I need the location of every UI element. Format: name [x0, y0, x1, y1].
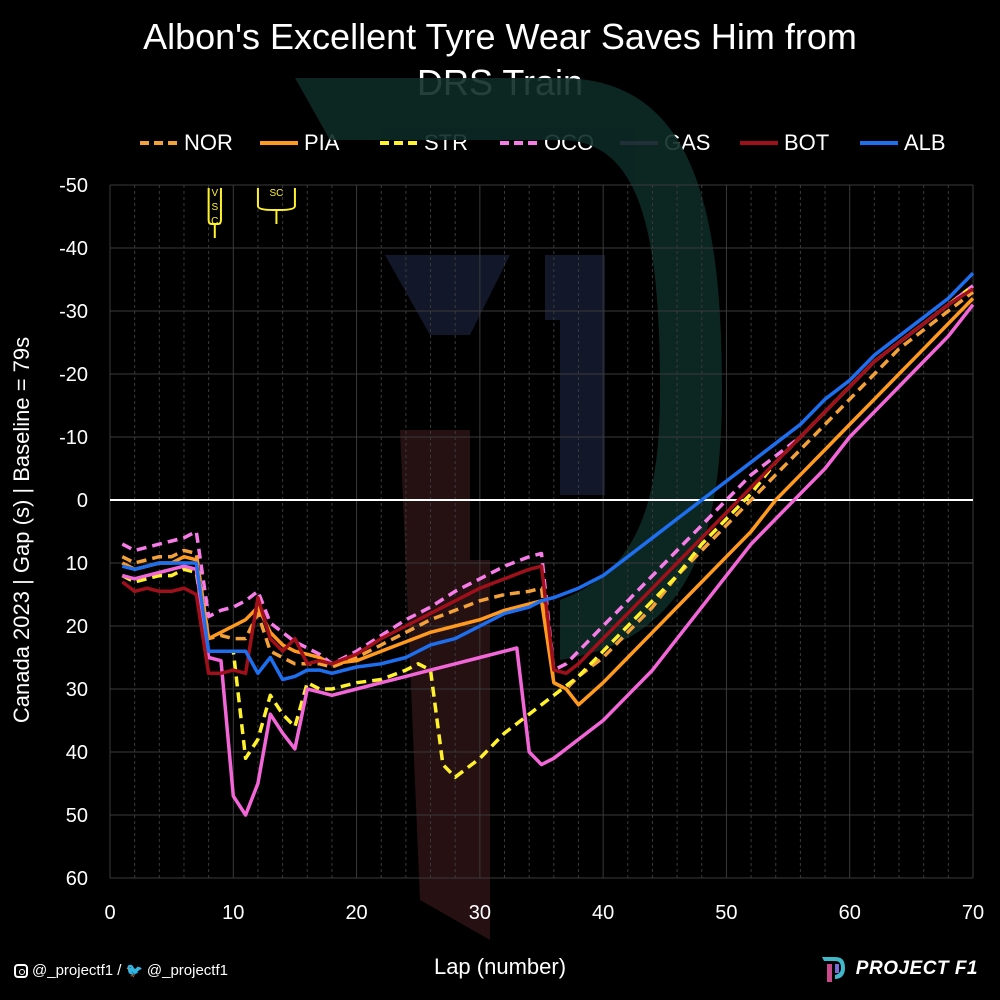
legend-swatch: [140, 141, 178, 145]
y-tick-label: 20: [66, 616, 88, 638]
series-line-str: [121, 284, 975, 779]
series-line-alb: [121, 271, 975, 682]
annotation-label: C: [211, 216, 218, 227]
x-tick-label: 40: [592, 902, 614, 924]
y-axis-label-text: Canada 2023 | Gap (s) | Baseline = 79s: [9, 336, 34, 724]
annotation-label: S: [211, 202, 218, 213]
project-f1-watermark-logo: [295, 78, 722, 940]
brand-name: PROJECT F1: [855, 958, 978, 979]
legend-label: NOR: [184, 130, 233, 155]
annotation-label: SC: [269, 188, 283, 199]
x-tick-label: 10: [222, 902, 244, 924]
brand-logo: PROJECT F1: [818, 954, 978, 984]
series-line-oco: [121, 284, 975, 672]
y-tick-label: 10: [66, 553, 88, 575]
twitter-icon: 🐦: [125, 962, 143, 978]
y-tick-label: -40: [59, 238, 88, 260]
legend-swatch: [740, 141, 778, 145]
x-axis-label: Lap (number): [433, 954, 567, 979]
series-line-bot: [121, 287, 974, 676]
y-tick-label: -30: [59, 301, 88, 323]
social-credit: @_projectf1 / 🐦 @_projectf1: [14, 962, 228, 979]
legend-item-alb: ALB: [860, 126, 946, 160]
chart-title-line-1: Albon's Excellent Tyre Wear Saves Him fr…: [143, 16, 857, 57]
y-tick-label: 50: [66, 805, 88, 827]
y-tick-label: 0: [77, 490, 88, 512]
legend-swatch: [260, 141, 298, 145]
y-tick-label: -10: [59, 427, 88, 449]
y-tick-label: -20: [59, 364, 88, 386]
instagram-icon: [14, 963, 28, 978]
y-tick-label: -50: [59, 175, 88, 197]
legend-label: ALB: [904, 130, 946, 155]
x-tick-label: 60: [839, 902, 861, 924]
series-line-nor: [121, 290, 975, 691]
x-tick-label: 70: [962, 902, 984, 924]
legend-item-nor: NOR: [140, 126, 233, 160]
annotation-label: V: [211, 188, 218, 199]
grid: [109, 184, 974, 879]
series-line-pia: [121, 297, 975, 707]
series-line-gas: [121, 303, 975, 817]
project-f1-logo-icon: [821, 957, 845, 982]
axis-tick-labels: -50 -40 -30 -20 -10 0 10 20 30 40 50 60 0 10 20 30 40 50 6…: [59, 175, 984, 924]
x-tick-label: 0: [104, 902, 115, 924]
y-tick-label: 30: [66, 679, 88, 701]
x-tick-label: 50: [715, 902, 737, 924]
x-tick-label: 30: [469, 902, 491, 924]
legend-swatch: [380, 141, 418, 145]
legend-swatch: [500, 141, 538, 145]
instagram-handle: @_projectf1 /: [32, 962, 122, 979]
legend-item-bot: BOT: [740, 126, 829, 160]
y-tick-label: 40: [66, 742, 88, 764]
x-tick-label: 20: [345, 902, 367, 924]
y-tick-label: 60: [66, 868, 88, 890]
twitter-handle: @_projectf1: [146, 962, 228, 979]
legend-label: BOT: [784, 130, 830, 155]
series-lines: [121, 271, 975, 817]
legend-swatch: [860, 141, 898, 145]
